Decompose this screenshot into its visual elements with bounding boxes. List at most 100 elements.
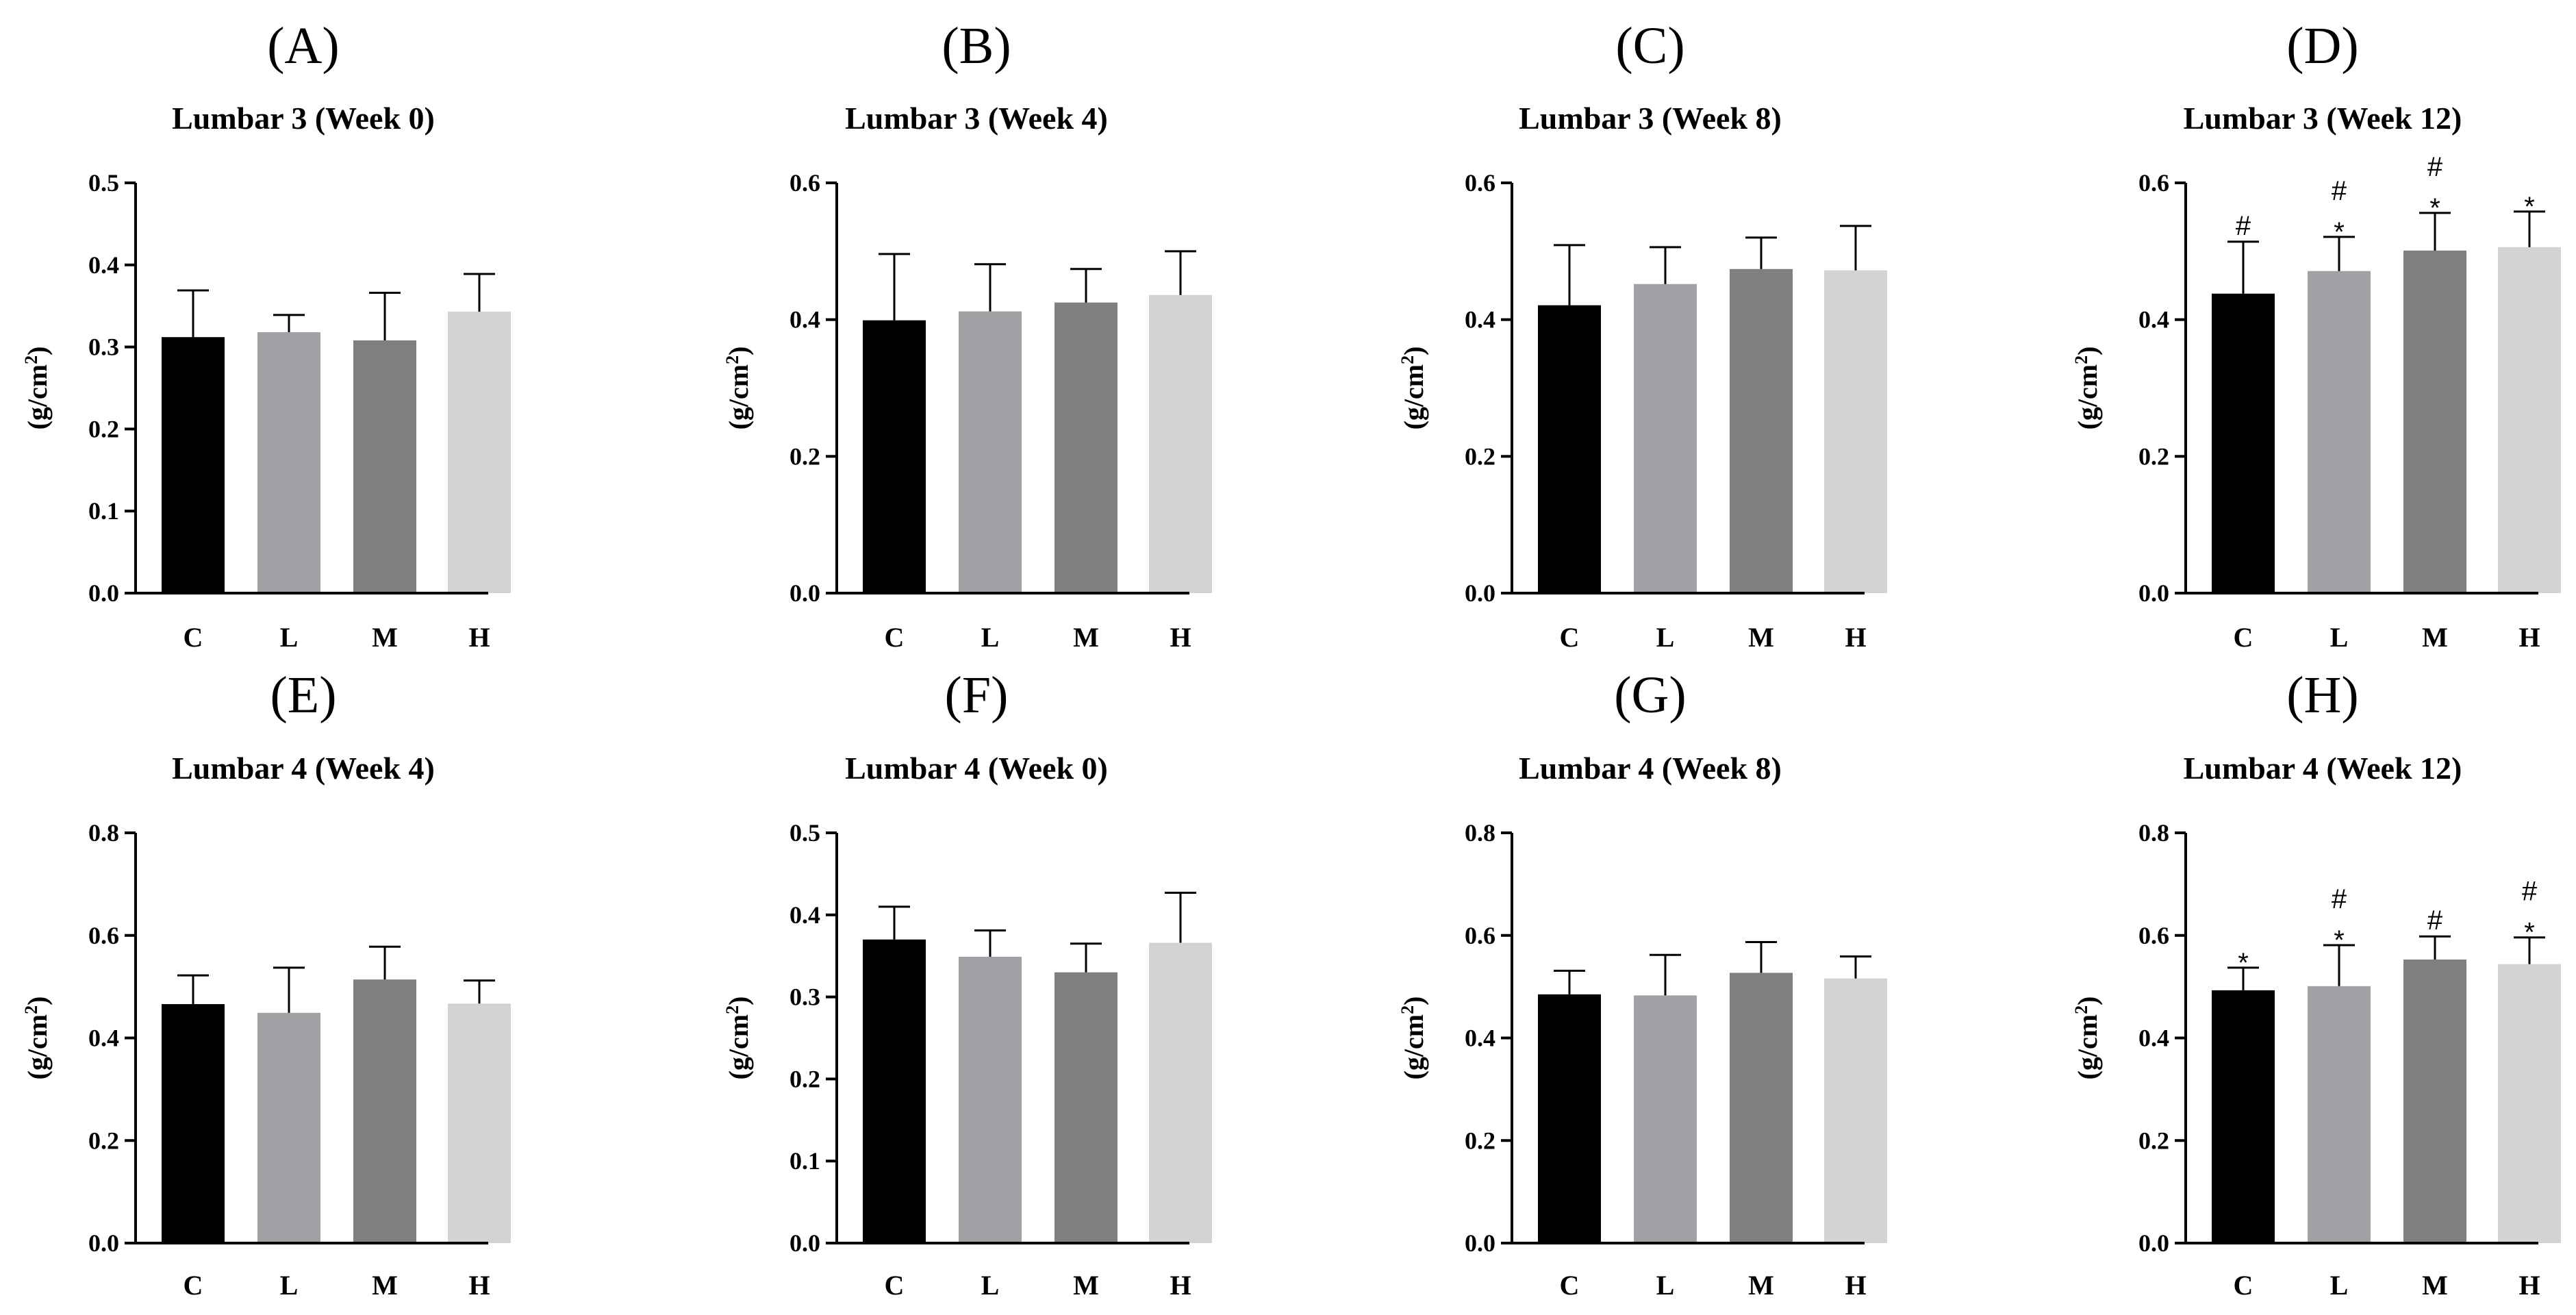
panel-title: Lumbar 4 (Week 8)	[1519, 751, 1782, 786]
panel-title: Lumbar 3 (Week 4)	[845, 101, 1108, 136]
y-tick-label: 0.2	[2138, 442, 2169, 470]
bar-m	[1730, 268, 1793, 593]
panel-e: (E) Lumbar 4 (Week 4) (g/cm2) C L M H 0.0 0.2 0.4…	[21, 666, 511, 1301]
y-tick-label: 0.8	[88, 819, 119, 847]
x-tick-label: H	[1170, 622, 1191, 653]
panel-title: Lumbar 4 (Week 4)	[172, 751, 435, 786]
significance-asterisk: *	[2429, 193, 2440, 223]
significance-hash: #	[2236, 211, 2251, 241]
bar-l	[257, 1012, 320, 1243]
y-axis-label: (g/cm2)	[2071, 997, 2103, 1080]
panel-title: Lumbar 3 (Week 0)	[172, 101, 435, 136]
bar-m	[2403, 250, 2466, 593]
y-tick-label: 0.2	[1465, 442, 1495, 470]
x-tick-label: M	[372, 1270, 398, 1301]
x-tick-label: M	[1748, 1270, 1774, 1301]
x-tick-label: L	[280, 622, 299, 653]
x-tick-label: L	[280, 1270, 299, 1301]
bar-l	[1634, 284, 1697, 593]
bar-h	[448, 312, 511, 593]
y-tick-label: 0.4	[2138, 1025, 2169, 1052]
y-tick-label: 0.2	[790, 442, 820, 470]
x-tick-label: H	[1170, 1270, 1191, 1301]
y-tick-label: 0.2	[790, 1065, 820, 1092]
x-tick-label: M	[372, 622, 398, 653]
y-tick-label: 0.4	[1465, 1025, 1495, 1052]
y-tick-label: 0.6	[790, 169, 820, 197]
y-axis-label: (g/cm2)	[722, 997, 754, 1080]
bar-l	[1634, 995, 1697, 1243]
y-tick-label: 0.0	[790, 1229, 820, 1257]
x-tick-label: H	[2518, 1270, 2540, 1301]
bar-c	[162, 337, 225, 593]
panel-letter: (A)	[267, 17, 340, 75]
y-tick-label: 0.5	[790, 819, 820, 847]
x-tick-label: C	[184, 1270, 203, 1301]
y-tick-label: 0.2	[2138, 1127, 2169, 1154]
significance-asterisk: *	[2334, 217, 2345, 247]
y-tick-label: 0.5	[88, 169, 119, 197]
panel-letter: (F)	[945, 666, 1009, 724]
bar-m	[1055, 972, 1117, 1243]
x-tick-label: L	[981, 622, 1000, 653]
panel-a: (A) Lumbar 3 (Week 0) (g/cm2) C L M H 0.0 0.1 0.2…	[21, 17, 511, 653]
y-axis-label: (g/cm2)	[2071, 347, 2103, 430]
panel-c: (C) Lumbar 3 (Week 8) (g/cm2) C L M H 0.0 0.2 0.4…	[1398, 17, 1887, 653]
panel-h: (H) Lumbar 4 (Week 12) (g/cm2) * C * # L # M * # H 0.…	[2071, 666, 2561, 1301]
y-tick-label: 0.4	[790, 901, 820, 929]
x-tick-label: H	[1845, 622, 1866, 653]
bar-m	[1730, 973, 1793, 1243]
panel-title: Lumbar 4 (Week 12)	[2184, 751, 2462, 786]
bar-l	[959, 956, 1022, 1243]
bar-l	[2308, 271, 2371, 593]
bar-m	[2403, 959, 2466, 1243]
bar-l	[2308, 986, 2371, 1243]
y-tick-label: 0.8	[2138, 819, 2169, 847]
y-tick-label: 0.8	[1465, 819, 1495, 847]
significance-hash: #	[2332, 884, 2347, 914]
y-tick-label: 0.6	[88, 922, 119, 949]
y-tick-label: 0.0	[88, 1229, 119, 1257]
y-tick-label: 0.4	[88, 251, 119, 279]
panel-title: Lumbar 4 (Week 0)	[845, 751, 1108, 786]
y-tick-label: 0.3	[790, 984, 820, 1011]
y-tick-label: 0.4	[790, 306, 820, 334]
panel-letter: (G)	[1614, 666, 1687, 724]
y-tick-label: 0.6	[1465, 922, 1495, 949]
y-tick-label: 0.2	[1465, 1127, 1495, 1154]
x-tick-label: L	[981, 1270, 1000, 1301]
x-tick-label: C	[1560, 622, 1580, 653]
panel-letter: (D)	[2286, 17, 2359, 75]
x-tick-label: M	[2422, 622, 2448, 653]
x-tick-label: C	[885, 622, 905, 653]
panel-letter: (B)	[942, 17, 1011, 75]
x-tick-label: H	[468, 1270, 490, 1301]
significance-hash: #	[2332, 176, 2347, 206]
panel-g: (G) Lumbar 4 (Week 8) (g/cm2) C L M H 0.0 0.2 0.4…	[1398, 666, 1887, 1301]
y-tick-label: 0.0	[2138, 1229, 2169, 1257]
bar-h	[1149, 295, 1212, 593]
bar-l	[257, 332, 320, 593]
panel-b: (B) Lumbar 3 (Week 4) (g/cm2) C L M H 0.0 0.2 0.4…	[722, 17, 1212, 653]
y-tick-label: 0.1	[88, 497, 119, 525]
x-tick-label: M	[1073, 1270, 1099, 1301]
x-tick-label: L	[1656, 1270, 1675, 1301]
y-axis-label: (g/cm2)	[722, 347, 754, 430]
x-tick-label: M	[1748, 622, 1774, 653]
y-axis-label: (g/cm2)	[21, 997, 53, 1080]
panel-title: Lumbar 3 (Week 8)	[1519, 101, 1782, 136]
bar-m	[1055, 302, 1117, 593]
y-axis-label: (g/cm2)	[1398, 347, 1429, 430]
y-tick-label: 0.4	[1465, 306, 1495, 334]
y-tick-label: 0.2	[88, 415, 119, 442]
bar-h	[2498, 247, 2561, 593]
significance-asterisk: *	[2524, 918, 2535, 948]
y-tick-label: 0.6	[1465, 169, 1495, 197]
bar-c	[162, 1004, 225, 1243]
bar-c	[863, 939, 926, 1243]
x-tick-label: L	[1656, 622, 1675, 653]
y-tick-label: 0.3	[88, 334, 119, 361]
significance-asterisk: *	[2334, 925, 2345, 955]
bar-c	[2212, 293, 2275, 593]
y-axis-label: (g/cm2)	[1398, 997, 1429, 1080]
